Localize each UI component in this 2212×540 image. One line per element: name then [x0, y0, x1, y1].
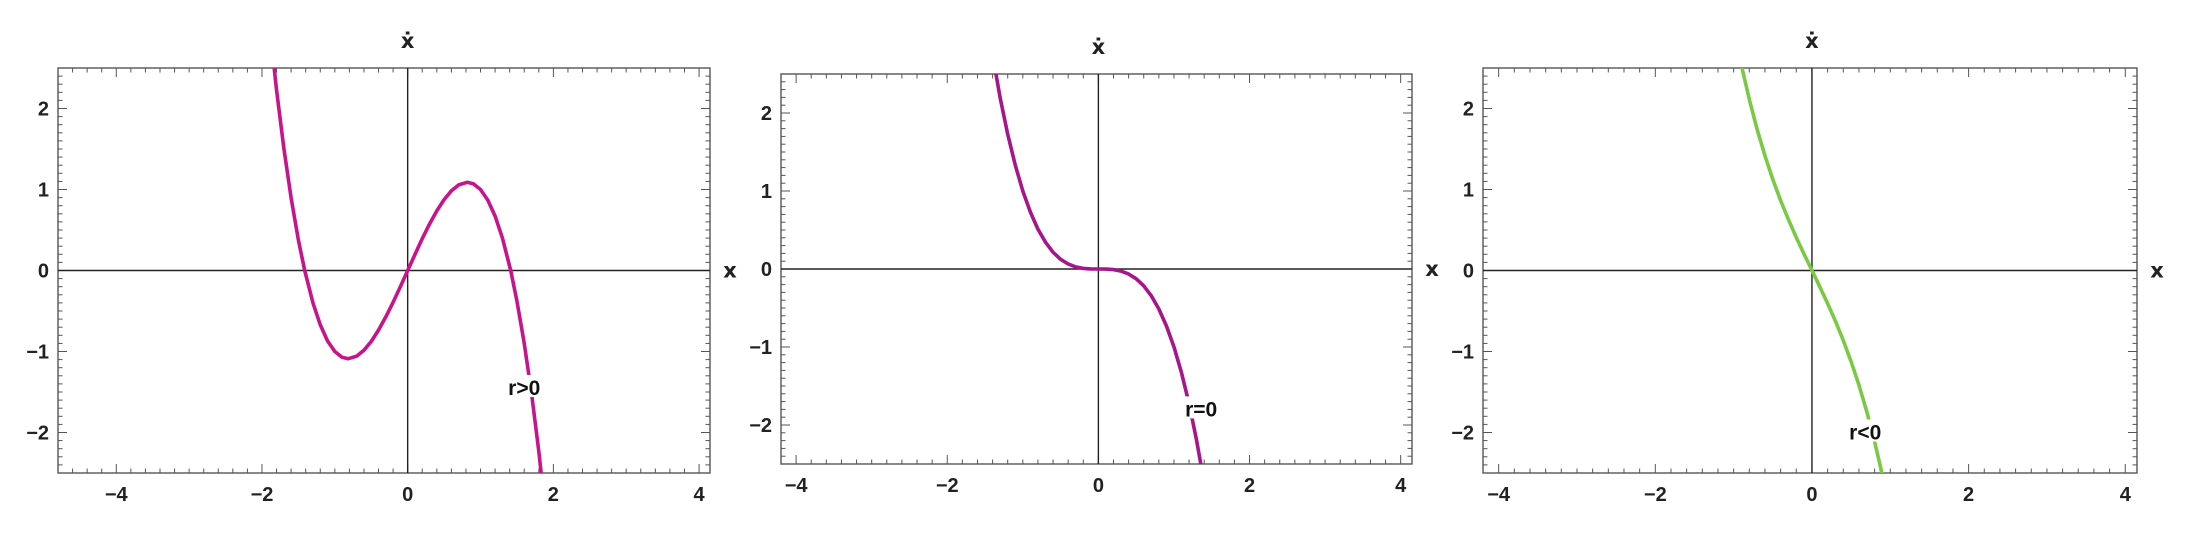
x-tick-label: 2	[1963, 484, 1974, 506]
y-tick-label: 1	[1463, 180, 1474, 202]
x-tick-label: 4	[694, 484, 706, 506]
x-axis-title: x	[2150, 259, 2164, 283]
curve-label: r=0	[1185, 398, 1217, 421]
annotation-background	[507, 374, 542, 397]
y-axis-title: ẋ	[401, 29, 415, 53]
y-tick-label: −2	[749, 415, 772, 437]
x-axis-title: x	[1425, 257, 1439, 281]
x-tick-label: 4	[2120, 484, 2132, 506]
y-tick-label: 0	[1463, 261, 1474, 283]
y-tick-label: −1	[1451, 342, 1474, 364]
y-tick-label: −1	[26, 342, 49, 364]
y-axis-title: ẋ	[1092, 35, 1106, 59]
annotation-background	[1184, 396, 1219, 419]
annotation-background	[1848, 419, 1883, 442]
x-axis-title: x	[723, 259, 737, 283]
x-tick-label: 4	[1395, 475, 1407, 497]
y-tick-label: 2	[1463, 99, 1474, 121]
x-tick-label: −4	[785, 475, 809, 497]
x-tick-label: −2	[251, 484, 274, 506]
y-tick-label: 1	[38, 180, 49, 202]
series-line-r>0	[272, 68, 543, 473]
x-tick-label: 2	[1244, 475, 1255, 497]
y-tick-label: 0	[761, 259, 772, 281]
x-tick-label: 2	[548, 484, 559, 506]
y-tick-label: −2	[26, 423, 49, 445]
y-tick-label: 2	[761, 103, 772, 125]
y-tick-label: 0	[38, 261, 49, 283]
y-tick-label: −2	[1451, 423, 1474, 445]
x-tick-label: −4	[105, 484, 129, 506]
x-tick-label: 0	[1806, 484, 1817, 506]
y-tick-label: −1	[749, 337, 772, 359]
y-tick-label: 1	[761, 181, 772, 203]
y-axis-title: ẋ	[1805, 29, 1819, 53]
curve-label: r>0	[508, 377, 540, 400]
x-tick-label: 0	[402, 484, 413, 506]
y-tick-label: 2	[38, 99, 49, 121]
x-tick-label: −4	[1487, 484, 1511, 506]
series-line-r<0	[1740, 68, 1884, 473]
x-tick-label: 0	[1093, 475, 1104, 497]
series-line-r=0	[994, 74, 1203, 464]
chart-panel-1: −4 −2 0 2 4 −2 −1 0 1 2 ẋ x r>0	[26, 29, 737, 506]
x-tick-label: −2	[1644, 484, 1667, 506]
chart-panel-2: −4 −2 0 2 4 −2 −1 0 1 2 ẋ x r=0	[749, 35, 1439, 497]
curve-label: r<0	[1849, 422, 1881, 445]
chart-panel-3: −4 −2 0 2 4 −2 −1 0 1 2 ẋ x r<0	[1451, 29, 2164, 506]
x-tick-label: −2	[936, 475, 959, 497]
